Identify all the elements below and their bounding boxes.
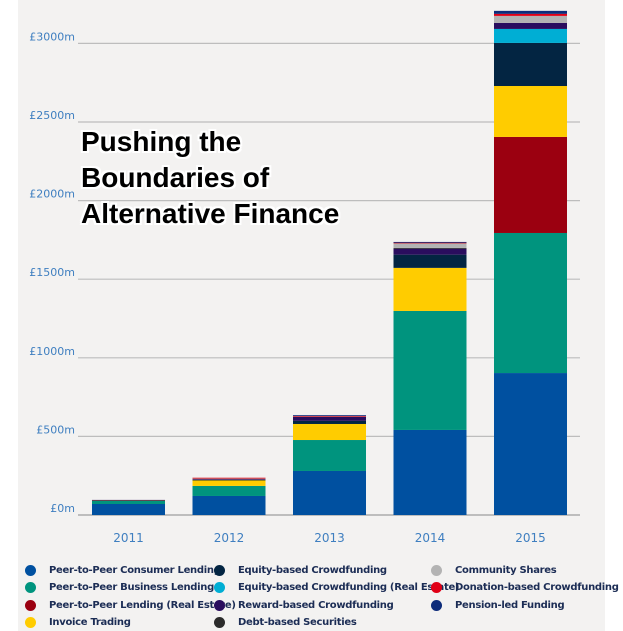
bar-segment xyxy=(92,503,165,515)
y-tick-label: £0m xyxy=(50,502,75,515)
bar-segment xyxy=(293,420,366,424)
chart-title-line-1: Pushing the xyxy=(81,126,242,157)
chart-legend: Peer-to-Peer Consumer Lending Peer-to-Pee… xyxy=(0,562,623,631)
legend-swatch-icon xyxy=(214,616,225,628)
bar-segment xyxy=(393,248,467,255)
legend-label: Debt-based Securities xyxy=(238,616,357,628)
stacked-bar-chart: £0m £500m £1000m £1500m £2000m £2500m £3000m 2… xyxy=(29,10,580,545)
bar-segment xyxy=(393,310,467,430)
bar-segment xyxy=(494,86,567,137)
legend-swatch-icon xyxy=(431,565,442,576)
bar-segment xyxy=(393,241,467,243)
bar-segment xyxy=(494,28,567,43)
legend-label: Invoice Trading xyxy=(49,616,131,628)
bar-stack-2014 xyxy=(393,241,467,515)
legend-swatch-icon xyxy=(25,616,36,628)
chart-title-line-2: Boundaries of xyxy=(81,162,270,193)
legend-label: Equity-based Crowdfunding (Real Estate) xyxy=(238,582,460,594)
bar-segment xyxy=(293,423,366,441)
y-tick-label: £1500m xyxy=(29,266,75,279)
bar-segment xyxy=(494,15,567,23)
legend-item: Donation-based Crowdfunding xyxy=(431,579,619,596)
bar-segment xyxy=(192,485,266,496)
legend-item: Debt-based Securities xyxy=(214,614,357,631)
bar-segment xyxy=(494,232,567,374)
y-tick-label: £500m xyxy=(36,423,75,436)
bar-segment xyxy=(494,13,567,16)
bar-segment xyxy=(192,479,266,481)
bar-segment xyxy=(393,242,467,244)
legend-label: Pension-led Funding xyxy=(455,599,565,611)
bar-segment xyxy=(494,136,567,233)
legend-item: Invoice Trading xyxy=(25,614,131,631)
bar-segment xyxy=(393,254,467,268)
y-tick-label: £1000m xyxy=(29,345,75,358)
legend-item: Community Shares xyxy=(431,562,557,579)
legend-item: Peer-to-Peer Lending (Real Estate) xyxy=(25,597,236,614)
x-tick-label: 2012 xyxy=(214,531,245,545)
legend-item: Peer-to-Peer Business Lending xyxy=(25,579,214,596)
x-tick-label: 2015 xyxy=(515,531,546,545)
legend-item: Peer-to-Peer Consumer Lending xyxy=(25,562,221,579)
x-tick-label: 2011 xyxy=(113,531,144,545)
bars xyxy=(92,10,567,515)
bar-stack-2013 xyxy=(293,415,366,515)
bar-segment xyxy=(494,10,567,14)
legend-swatch-icon xyxy=(214,599,225,611)
x-tick-label: 2014 xyxy=(415,531,446,545)
legend-label: Equity-based Crowdfunding xyxy=(238,565,387,576)
legend-item: Pension-led Funding xyxy=(431,597,565,614)
chart-title-line-3: Alternative Finance xyxy=(81,198,340,229)
bar-segment xyxy=(293,470,366,515)
bar-segment xyxy=(293,415,366,417)
bar-segment xyxy=(293,415,366,416)
legend-label: Community Shares xyxy=(455,565,557,576)
legend-swatch-icon xyxy=(214,582,225,594)
bar-segment xyxy=(92,500,165,504)
legend-swatch-icon xyxy=(25,599,36,611)
y-axis-ticks: £0m £500m £1000m £1500m £2000m £2500m £3000m xyxy=(29,30,75,515)
bar-segment xyxy=(494,22,567,29)
legend-swatch-icon xyxy=(25,565,36,576)
bar-segment xyxy=(192,477,266,479)
y-tick-label: £3000m xyxy=(29,30,75,43)
bar-segment xyxy=(192,479,266,480)
legend-label: Peer-to-Peer Consumer Lending xyxy=(49,565,221,576)
legend-swatch-icon xyxy=(214,565,225,576)
chart-title: Pushing the Boundaries of Alternative Fi… xyxy=(81,124,339,232)
bar-segment xyxy=(393,242,467,248)
legend-swatch-icon xyxy=(25,582,36,594)
legend-label: Peer-to-Peer Business Lending xyxy=(49,582,214,594)
legend-swatch-icon xyxy=(431,582,442,594)
y-tick-label: £2000m xyxy=(29,188,75,201)
legend-swatch-icon xyxy=(431,599,442,611)
legend-item: Reward-based Crowdfunding xyxy=(214,597,394,614)
bar-segment xyxy=(393,429,467,515)
bar-segment xyxy=(92,499,165,501)
bar-segment xyxy=(293,416,366,421)
bar-segment xyxy=(192,479,266,486)
bar-segment xyxy=(192,495,266,515)
bar-segment xyxy=(494,42,567,87)
bar-segment xyxy=(393,267,467,311)
bar-stack-2012 xyxy=(192,477,266,515)
bar-segment xyxy=(494,373,567,515)
legend-item: Equity-based Crowdfunding xyxy=(214,562,387,579)
legend-item: Equity-based Crowdfunding (Real Estate) xyxy=(214,579,460,596)
bar-stack-2015 xyxy=(494,10,567,515)
bar-segment xyxy=(293,440,366,471)
legend-label: Donation-based Crowdfunding xyxy=(455,582,619,594)
y-tick-label: £2500m xyxy=(29,109,75,122)
bar-segment xyxy=(393,247,467,249)
legend-label: Peer-to-Peer Lending (Real Estate) xyxy=(49,599,236,611)
x-axis-ticks: 2011 2012 2013 2014 2015 xyxy=(113,531,546,545)
bar-stack-2011 xyxy=(92,499,165,515)
legend-label: Reward-based Crowdfunding xyxy=(238,599,394,611)
x-tick-label: 2013 xyxy=(314,531,345,545)
